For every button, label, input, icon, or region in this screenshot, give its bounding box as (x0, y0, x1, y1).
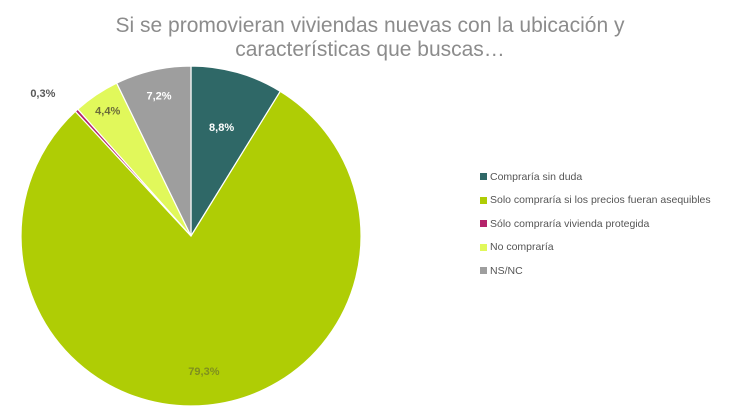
slice-data-label-1: 8,8% (209, 122, 234, 134)
legend-swatch (480, 220, 487, 227)
slice-data-label-5: 7,2% (146, 91, 171, 103)
legend-swatch (480, 173, 487, 180)
legend-item-5: NS/NC (480, 264, 711, 277)
pie-slice-1 (190, 65, 282, 239)
legend-item-1: Compraría sin duda (480, 170, 711, 183)
slice-data-label-2: 79,3% (188, 366, 219, 378)
chart-title: Si se promovieran viviendas nuevas con l… (40, 14, 700, 62)
legend-item-4: No compraría (480, 241, 711, 254)
legend-label: NS/NC (490, 264, 523, 277)
legend-label: Sólo compraría vivienda protegida (490, 217, 650, 230)
legend-label: No compraría (490, 241, 554, 253)
legend-label: Solo compraría si los precios fueran ase… (490, 194, 711, 206)
legend-item-2: Solo compraría si los precios fueran ase… (480, 194, 711, 207)
chart-legend: Compraría sin duda Solo compraría si los … (480, 170, 711, 288)
legend-item-3: Sólo compraría vivienda protegida (480, 217, 711, 230)
chart-title-line-2: características que buscas… (235, 38, 505, 61)
legend-label: Compraría sin duda (490, 170, 583, 183)
legend-swatch (480, 196, 487, 204)
chart-title-line-1: Si se promovieran viviendas nuevas con l… (115, 14, 625, 37)
slice-data-label-4: 4,4% (95, 106, 120, 118)
slice-data-label-3: 0,3% (30, 88, 55, 100)
pie-slice-2 (20, 90, 362, 407)
legend-swatch (480, 267, 487, 274)
legend-swatch (480, 243, 487, 251)
pie-slice-5 (115, 65, 192, 237)
